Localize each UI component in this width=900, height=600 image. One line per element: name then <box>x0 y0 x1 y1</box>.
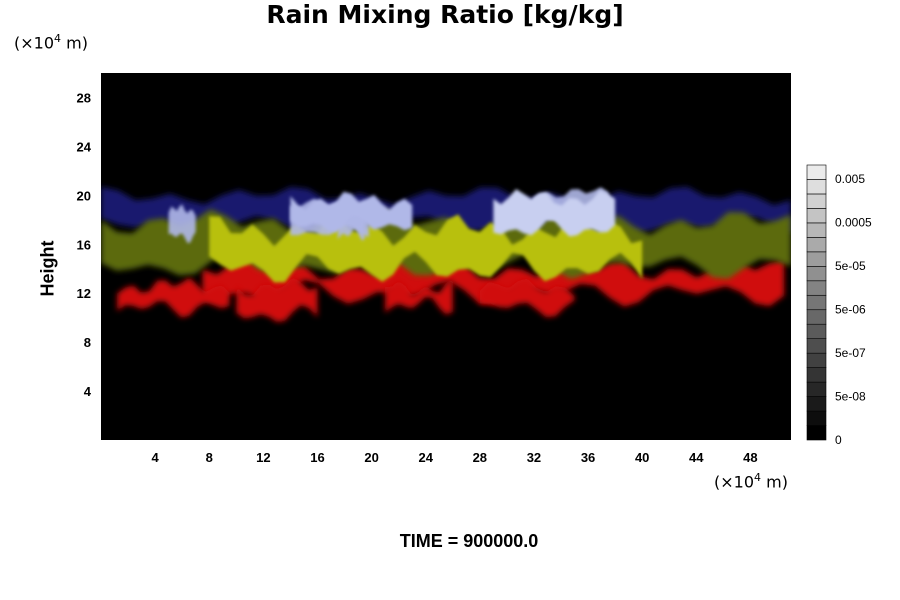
x-tick-label: 32 <box>527 450 541 465</box>
x-tick-label: 16 <box>310 450 324 465</box>
colorbar-tick-label: 0 <box>835 433 842 447</box>
colorbar-level <box>806 425 827 441</box>
y-unit-label: (×104 m) <box>14 32 88 53</box>
colorbar-level <box>806 367 827 383</box>
colorbar-tick-label: 5e-08 <box>835 390 866 404</box>
colorbar-level <box>806 222 827 238</box>
x-tick-label: 4 <box>152 450 160 465</box>
x-unit-label: (×104 m) <box>714 471 788 492</box>
colorbar-level <box>806 323 827 339</box>
colorbar-level <box>806 294 827 311</box>
x-tick-label: 48 <box>743 450 757 465</box>
colorbar-level <box>806 381 827 397</box>
band-red-left <box>117 277 230 318</box>
y-tick-label: 16 <box>77 237 91 252</box>
time-label: TIME = 900000.0 <box>399 531 539 551</box>
x-tick-label: 12 <box>256 450 270 465</box>
colorbar-level <box>806 237 827 253</box>
colorbar-level <box>806 208 827 224</box>
x-tick-label: 20 <box>364 450 378 465</box>
rain-field <box>101 186 791 322</box>
colorbar-level <box>806 410 827 426</box>
band-light <box>493 189 616 237</box>
x-tick-label: 36 <box>581 450 595 465</box>
colorbar-tick-label: 0.005 <box>835 172 865 186</box>
colorbar-tick-label: 5e-07 <box>835 346 866 360</box>
colorbar-level <box>806 280 827 296</box>
band-red-lobe <box>236 277 318 322</box>
colorbar-level <box>806 193 827 209</box>
band-light <box>290 191 413 232</box>
y-tick-label: 24 <box>77 139 92 154</box>
y-tick-label: 4 <box>84 384 92 399</box>
colorbar-level <box>806 179 827 195</box>
x-tick-label: 8 <box>206 450 213 465</box>
band-red-lobe <box>479 278 575 318</box>
x-tick-label: 28 <box>473 450 487 465</box>
band-red-lobe <box>385 278 453 315</box>
y-tick-label: 28 <box>77 90 91 105</box>
y-tick-label: 12 <box>77 286 91 301</box>
colorbar-level <box>806 266 827 282</box>
colorbar <box>806 164 827 441</box>
band-light <box>168 204 196 244</box>
chart-title: Rain Mixing Ratio [kg/kg] <box>266 0 624 29</box>
colorbar-level <box>806 396 827 412</box>
colorbar-tick-label: 0.0005 <box>835 216 872 230</box>
x-tick-label: 44 <box>689 450 704 465</box>
x-tick-labels: 4 8 12 16 20 24 28 32 36 40 44 48 <box>152 450 758 465</box>
y-tick-label: 8 <box>84 335 91 350</box>
colorbar-level <box>806 352 827 368</box>
colorbar-tick-label: 5e-06 <box>835 303 866 317</box>
colorbar-tick-label: 5e-05 <box>835 259 866 273</box>
colorbar-level <box>806 309 827 325</box>
y-tick-label: 20 <box>77 188 91 203</box>
colorbar-level <box>806 164 827 180</box>
colorbar-tick-labels: 0.005 0.0005 5e-05 5e-06 5e-07 5e-08 0 <box>835 172 872 447</box>
colorbar-level <box>806 338 827 354</box>
x-tick-label: 24 <box>418 450 433 465</box>
x-tick-label: 40 <box>635 450 649 465</box>
y-tick-labels: 4 8 12 16 20 24 28 <box>77 90 92 399</box>
colorbar-level <box>806 251 827 267</box>
